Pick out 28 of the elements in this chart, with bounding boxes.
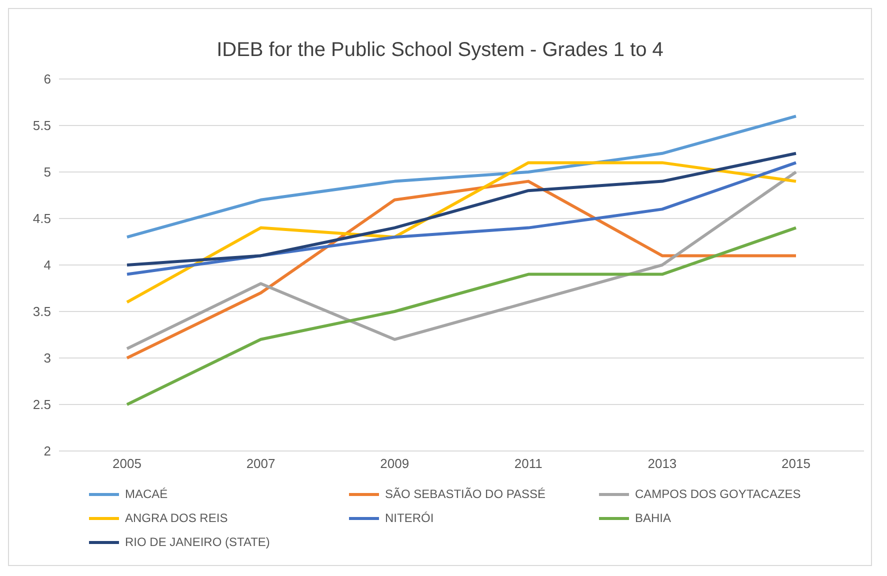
- line-series: [126, 152, 798, 266]
- line-series: [126, 161, 798, 276]
- x-tick-label: 2007: [246, 456, 276, 472]
- y-tick-label: 3: [44, 350, 51, 366]
- y-tick-label: 2: [44, 444, 51, 459]
- line-series: [126, 226, 798, 406]
- legend-label: RIO DE JANEIRO (STATE): [125, 535, 270, 549]
- legend-label: MACAÉ: [125, 487, 168, 501]
- legend-label: BAHIA: [635, 511, 672, 525]
- legend-label: NITERÓI: [385, 511, 434, 525]
- x-tick-label: 2015: [782, 456, 810, 472]
- line-series: [126, 114, 798, 239]
- x-tick-label: 2011: [514, 456, 542, 472]
- chart-title: IDEB for the Public School System - Grades 1 to 4: [216, 39, 664, 62]
- legend-label: SÃO SEBASTIÃO DO PASSÉ: [385, 487, 546, 501]
- y-tick-label: 5.5: [32, 118, 51, 134]
- x-tick-label: 2009: [380, 456, 410, 472]
- x-tick-label: 2013: [648, 456, 677, 472]
- y-tick-label: 4.5: [32, 211, 51, 226]
- legend-label: ANGRA DOS REIS: [125, 511, 228, 525]
- line-series: [126, 161, 798, 304]
- y-tick-label: 6: [44, 72, 51, 87]
- y-tick-label: 2.5: [32, 397, 51, 412]
- y-tick-label: 3.5: [32, 304, 51, 320]
- x-tick-label: 2005: [112, 456, 142, 472]
- y-tick-label: 4: [44, 258, 51, 273]
- y-tick-label: 5: [44, 164, 51, 180]
- legend-label: CAMPOS DOS GOYTACAZES: [635, 487, 801, 501]
